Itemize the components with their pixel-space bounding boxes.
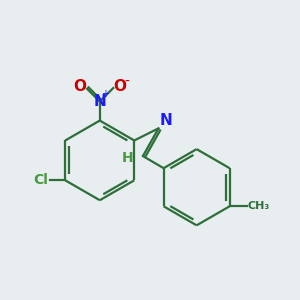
Text: N: N — [93, 94, 106, 109]
Text: O: O — [113, 79, 126, 94]
Text: CH₃: CH₃ — [248, 201, 270, 211]
Text: -: - — [124, 75, 129, 89]
Text: +: + — [101, 89, 109, 99]
Text: H: H — [122, 151, 133, 165]
Text: N: N — [159, 113, 172, 128]
Text: Cl: Cl — [33, 173, 48, 187]
Text: O: O — [74, 79, 87, 94]
